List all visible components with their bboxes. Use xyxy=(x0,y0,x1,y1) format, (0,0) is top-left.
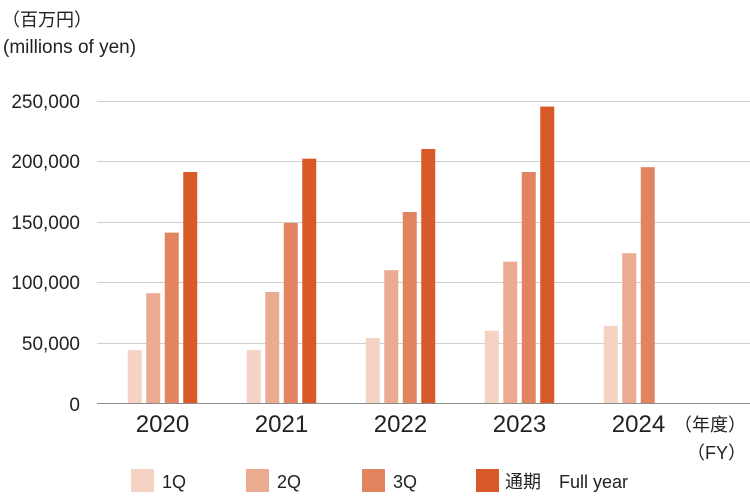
legend-label: 2Q xyxy=(277,472,301,492)
bar-2024-3q xyxy=(640,167,655,404)
legend-swatch xyxy=(362,469,385,492)
legend-item-2q: 2Q xyxy=(246,469,301,492)
x-axis-unit-label-en: （FY） xyxy=(687,443,746,463)
legend: 1Q 2Q 3Q 通期 Full year xyxy=(131,469,628,492)
legend-item-1q: 1Q xyxy=(131,469,186,492)
y-axis-unit-label-en: (millions of yen) xyxy=(3,37,136,58)
y-tick-label: 50,000 xyxy=(22,334,80,355)
legend-swatch xyxy=(246,469,269,492)
bar-2023-2q xyxy=(503,261,518,404)
bar-2020-2q xyxy=(146,293,161,404)
x-axis-unit-label: （年度） xyxy=(674,415,746,435)
bar-2022-full-year xyxy=(421,148,436,404)
y-tick-label: 0 xyxy=(69,395,80,416)
bar-2020-full-year xyxy=(183,172,198,404)
bar-2021-3q xyxy=(283,222,298,404)
legend-label: 通期 Full year xyxy=(505,472,628,492)
y-tick-label: 250,000 xyxy=(11,92,80,113)
legend-item-3q: 3Q xyxy=(362,469,417,492)
legend-swatch xyxy=(476,469,499,492)
bar-2021-2q xyxy=(265,291,280,404)
x-tick-label: 2020 xyxy=(136,411,189,438)
bar-2022-2q xyxy=(384,270,399,404)
bar-2021-full-year xyxy=(302,158,317,404)
y-tick-label: 100,000 xyxy=(11,273,80,294)
bars xyxy=(127,106,655,404)
legend-label: 1Q xyxy=(162,472,186,492)
bar-2023-3q xyxy=(521,172,536,404)
bar-2023-1q xyxy=(484,330,499,404)
bar-2024-2q xyxy=(622,253,637,404)
bar-2024-1q xyxy=(603,325,618,404)
bar-2020-3q xyxy=(164,232,179,404)
bar-2022-1q xyxy=(365,338,380,404)
y-tick-label: 200,000 xyxy=(11,152,80,173)
x-tick-label: 2021 xyxy=(255,411,308,438)
y-tick-label: 150,000 xyxy=(11,213,80,234)
legend-label: 3Q xyxy=(393,472,417,492)
legend-swatch xyxy=(131,469,154,492)
x-tick-label: 2022 xyxy=(374,411,427,438)
bar-2023-full-year xyxy=(540,106,555,404)
x-tick-labels: 2020 2021 2022 2023 2024 xyxy=(136,411,665,438)
bar-2021-1q xyxy=(246,350,261,404)
bar-2022-3q xyxy=(402,212,417,404)
x-tick-label: 2024 xyxy=(612,411,665,438)
y-tick-labels: 0 50,000 100,000 150,000 200,000 250,000 xyxy=(11,92,80,416)
bar-2020-1q xyxy=(127,350,142,404)
x-tick-label: 2023 xyxy=(493,411,546,438)
legend-item-full-year: 通期 Full year xyxy=(476,469,628,492)
y-axis-unit-label: （百万円） xyxy=(2,10,92,30)
